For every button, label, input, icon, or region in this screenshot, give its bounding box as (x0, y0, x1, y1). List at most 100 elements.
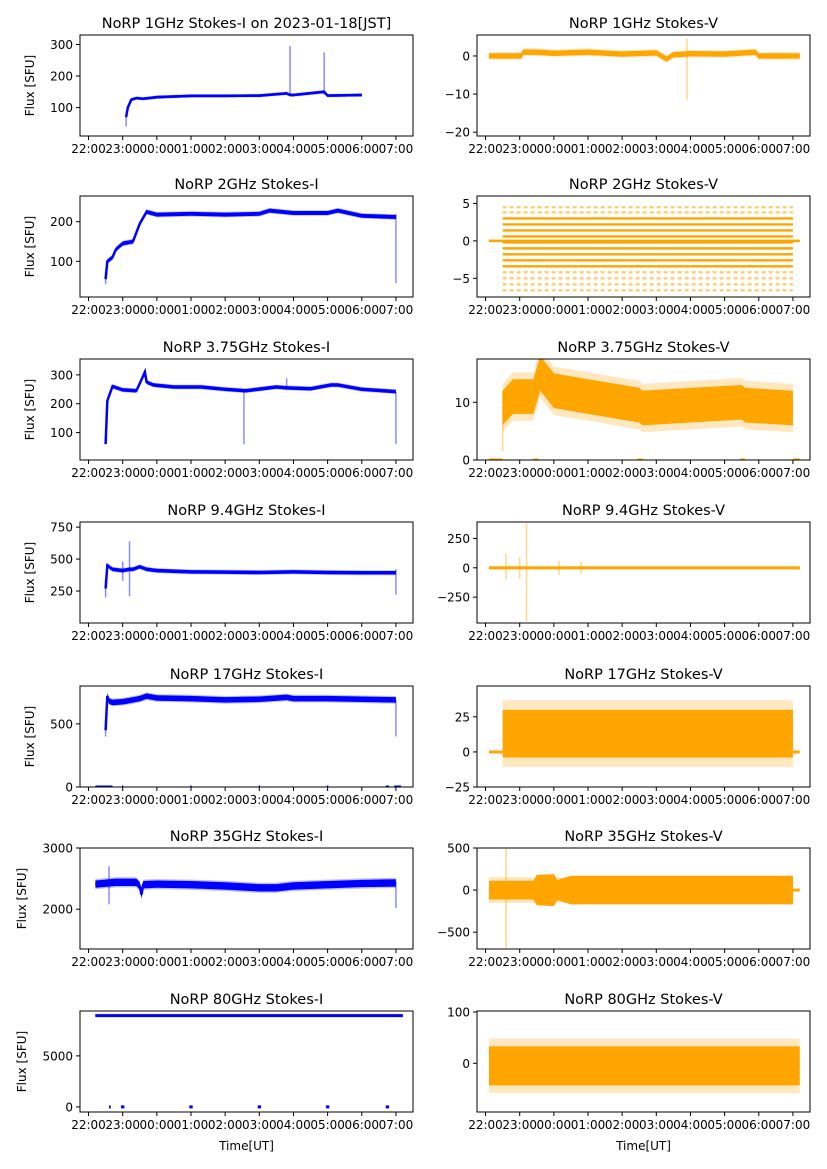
x-tick-label: 04:00 (673, 142, 708, 156)
axes-frame (476, 34, 811, 137)
x-tick-label: 01:00 (571, 955, 606, 969)
subplot-title: NoRP 1GHz Stokes-V (569, 16, 718, 32)
y-tick-label: 200 (50, 70, 73, 84)
x-tick-label: 02:00 (605, 142, 640, 156)
y-axis-label: Flux [SFU] (23, 55, 37, 116)
x-tick-label: 02:00 (208, 142, 243, 156)
x-tick-label: 07:00 (776, 466, 811, 480)
x-tick-label: 07:00 (776, 793, 811, 807)
x-tick-label: 01:00 (571, 629, 606, 643)
x-tick-label: 06:00 (344, 466, 379, 480)
x-tick-label: 00:00 (140, 629, 175, 643)
x-tick-label: 05:00 (707, 1118, 742, 1132)
x-tick-label: 03:00 (639, 1118, 674, 1132)
x-tick-label: 07:00 (379, 303, 414, 317)
subplot-title: NoRP 9.4GHz Stokes-I (167, 503, 325, 519)
x-tick-label: 07:00 (379, 629, 414, 643)
y-tick-label: 500 (50, 553, 73, 567)
y-axis-label: Flux [SFU] (23, 379, 37, 440)
x-tick-label: 04:00 (276, 466, 311, 480)
plot-area (488, 206, 800, 292)
x-tick-label: 02:00 (208, 793, 243, 807)
x-tick-label: 05:00 (310, 142, 345, 156)
axes-frame (476, 358, 811, 461)
axes-frame (476, 685, 811, 788)
y-tick-label: 100 (50, 426, 73, 440)
x-tick-label: 00:00 (537, 466, 572, 480)
y-tick-label: 0 (462, 884, 470, 898)
y-tick-label: 300 (50, 38, 73, 52)
x-tick-label: 06:00 (344, 1118, 379, 1132)
y-tick-label: 750 (50, 521, 73, 535)
x-tick-label: 05:00 (707, 142, 742, 156)
plot-area (104, 541, 397, 598)
y-tick-label: −20 (445, 126, 470, 140)
x-tick-label: 22:00 (468, 793, 503, 807)
subplot-right-5: 22:00 23:00 00:00 01:00 02:00 03:00 04:00 05:00… (437, 829, 811, 969)
y-tick-label: 300 (50, 368, 73, 382)
x-tick-label: 01:00 (174, 629, 209, 643)
x-tick-label: 04:00 (276, 1118, 311, 1132)
y-tick-label: 200 (50, 215, 73, 229)
y-tick-label: 2000 (42, 903, 73, 917)
x-tick-label: 22:00 (468, 955, 503, 969)
x-tick-label: 02:00 (208, 629, 243, 643)
x-tick-label: 07:00 (379, 1118, 414, 1132)
x-tick-label: 22:00 (71, 303, 106, 317)
subplot-right-4: 22:00 23:00 00:00 01:00 02:00 03:00 04:00 05:00… (445, 667, 811, 807)
plot-area (95, 866, 397, 908)
x-tick-label: 06:00 (344, 629, 379, 643)
x-tick-label: 03:00 (639, 303, 674, 317)
x-tick-label: 07:00 (776, 142, 811, 156)
x-tick-label: 03:00 (639, 793, 674, 807)
x-tick-label: 04:00 (673, 303, 708, 317)
x-tick-label: 06:00 (741, 1118, 776, 1132)
y-tick-label: 500 (50, 717, 73, 731)
y-tick-label: 0 (462, 745, 470, 759)
x-tick-label: 23:00 (105, 629, 140, 643)
x-tick-label: 05:00 (310, 629, 345, 643)
x-tick-label: 05:00 (707, 303, 742, 317)
plot-area (488, 1038, 800, 1094)
x-tick-label: 06:00 (344, 793, 379, 807)
subplot-left-0: 22:00 23:00 00:00 01:00 02:00 03:00 04:00 05:00… (23, 16, 414, 156)
x-tick-label: 00:00 (140, 793, 175, 807)
y-tick-label: −25 (445, 781, 470, 795)
data-halo (105, 369, 396, 447)
y-tick-label: 250 (50, 585, 73, 599)
data-series-line (95, 881, 396, 895)
x-tick-label: 05:00 (310, 466, 345, 480)
axes-frame (79, 685, 414, 788)
y-tick-label: 500 (447, 842, 470, 856)
subplot-title: NoRP 1GHz Stokes-I on 2023-01-18[JST] (102, 16, 392, 32)
y-axis-label: Flux [SFU] (15, 868, 29, 929)
x-tick-label: 06:00 (741, 142, 776, 156)
x-tick-label: 23:00 (502, 303, 537, 317)
data-series-line (104, 694, 396, 731)
x-tick-label: 02:00 (605, 955, 640, 969)
x-tick-label: 07:00 (379, 466, 414, 480)
x-tick-label: 00:00 (140, 466, 175, 480)
plot-area (488, 848, 800, 949)
subplot-title: NoRP 35GHz Stokes-V (564, 829, 722, 845)
x-tick-label: 00:00 (537, 142, 572, 156)
x-tick-label: 23:00 (502, 629, 537, 643)
x-tick-label: 01:00 (174, 466, 209, 480)
x-tick-label: 00:00 (140, 1118, 175, 1132)
x-tick-label: 04:00 (673, 955, 708, 969)
subplot-title: NoRP 2GHz Stokes-I (174, 177, 318, 193)
x-tick-label: 01:00 (571, 303, 606, 317)
axes-frame (79, 847, 414, 950)
x-tick-label: 00:00 (140, 303, 175, 317)
x-tick-label: 23:00 (105, 955, 140, 969)
x-tick-label: 23:00 (502, 955, 537, 969)
x-tick-label: 23:00 (105, 466, 140, 480)
x-tick-label: 03:00 (242, 955, 277, 969)
x-tick-label: 01:00 (571, 793, 606, 807)
subplot-title: NoRP 3.75GHz Stokes-I (163, 340, 330, 356)
subplot-right-2: 22:00 23:00 00:00 01:00 02:00 03:00 04:00 05:00… (455, 340, 811, 480)
x-tick-label: 22:00 (468, 466, 503, 480)
x-tick-label: 01:00 (571, 1118, 606, 1132)
x-tick-label: 01:00 (571, 466, 606, 480)
x-tick-label: 02:00 (605, 303, 640, 317)
